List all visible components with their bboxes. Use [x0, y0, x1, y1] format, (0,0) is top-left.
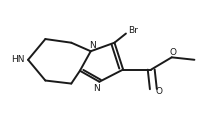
Text: O: O — [155, 87, 162, 96]
Text: HN: HN — [11, 55, 24, 64]
Text: N: N — [89, 41, 96, 50]
Text: O: O — [170, 48, 177, 57]
Text: N: N — [93, 84, 100, 93]
Text: Br: Br — [128, 26, 138, 35]
